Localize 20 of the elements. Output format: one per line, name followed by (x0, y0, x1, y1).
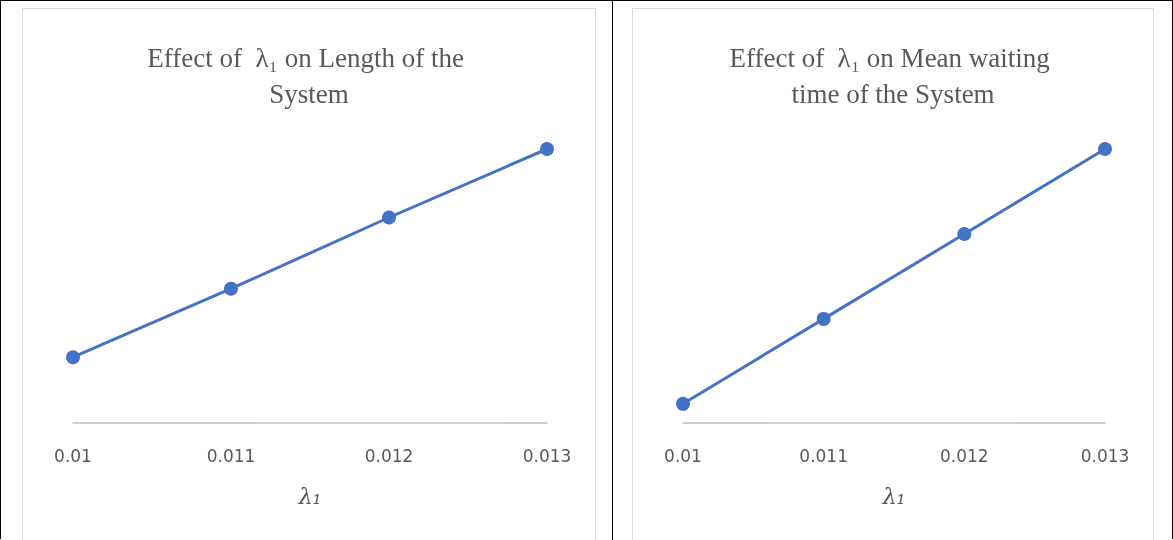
x-tick-label: 0.013 (522, 445, 572, 466)
x-tick-label: 0.012 (364, 445, 414, 466)
point (957, 226, 972, 241)
point (816, 311, 831, 326)
point (224, 281, 238, 296)
x-tick-label: 0.011 (799, 445, 848, 466)
point (382, 210, 396, 225)
x-axis-title: λ₁ (297, 483, 322, 509)
chart-title: Effect of λ₁ on Length of the System (147, 43, 471, 109)
x-tick-label: 0.011 (206, 445, 256, 466)
chart-title: Effect of λ₁ on Mean waiting time of the System (729, 43, 1057, 109)
x-tick-label: 0.01 (664, 445, 702, 466)
x-tick-label: 0.01 (54, 445, 92, 466)
point (66, 350, 80, 365)
point (676, 396, 690, 411)
x-axis-title: λ₁ (881, 483, 906, 509)
point (540, 142, 554, 156)
point (1098, 142, 1112, 156)
x-tick-label: 0.012 (940, 445, 989, 466)
x-tick-label: 0.013 (1080, 445, 1130, 466)
